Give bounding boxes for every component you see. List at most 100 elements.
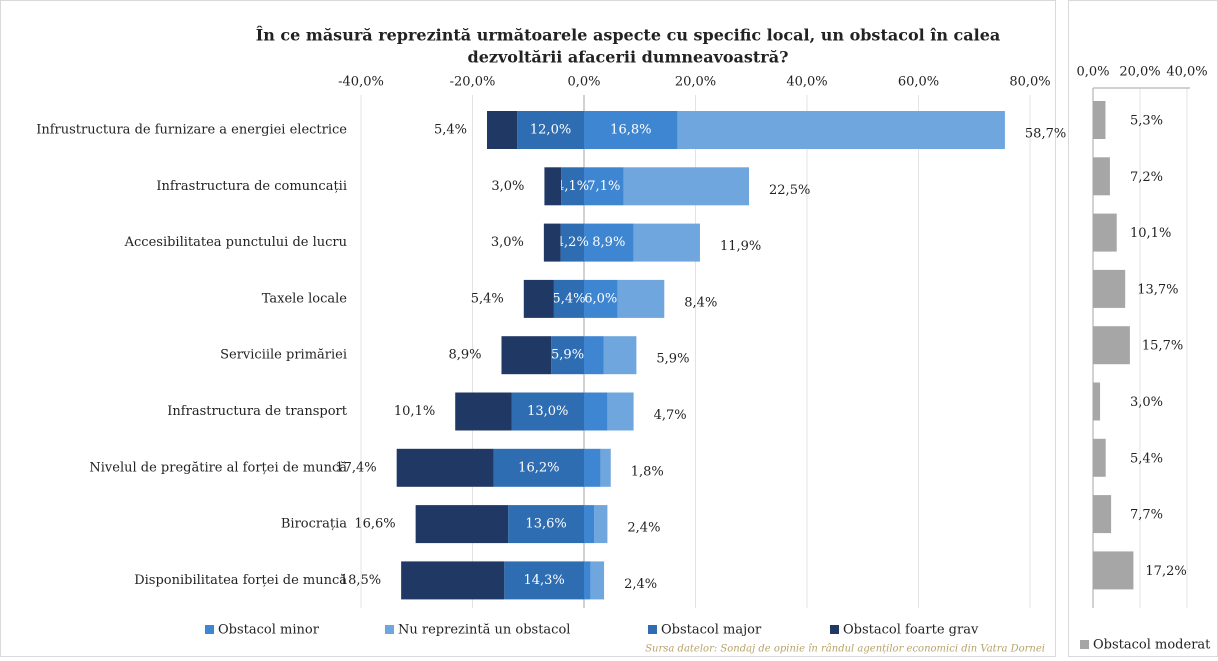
- data-label: 12,0%: [530, 123, 571, 138]
- bar: [633, 223, 700, 262]
- bar: [544, 167, 562, 206]
- data-label: 14,3%: [523, 573, 564, 588]
- bar: [543, 223, 561, 262]
- bar: [523, 279, 554, 318]
- data-label: 10,1%: [1130, 226, 1171, 241]
- data-label: 13,6%: [525, 517, 566, 532]
- bar: [584, 392, 608, 431]
- data-label: 5,9%: [551, 348, 584, 363]
- chart-title: dezvoltării afacerii dumneavoastră?: [468, 48, 789, 67]
- bar: [493, 448, 584, 487]
- data-label: 58,7%: [1025, 127, 1066, 142]
- category-label: Birocrația: [281, 517, 347, 532]
- bar: [511, 392, 584, 431]
- bar: [1093, 213, 1117, 252]
- category-label: Accesibilitatea punctului de lucru: [124, 235, 347, 250]
- category-label: Infrastructura de transport: [167, 404, 347, 419]
- bar: [607, 392, 634, 431]
- data-label: 5,4%: [552, 291, 585, 306]
- bar: [561, 167, 584, 206]
- x-tick-label: 20,0%: [675, 75, 716, 90]
- bar: [455, 392, 512, 431]
- bar: [504, 561, 584, 600]
- bar: [1093, 551, 1134, 590]
- x-tick-label: 60,0%: [898, 75, 939, 90]
- category-label: Infrastructura de comuncații: [156, 179, 347, 194]
- bar: [584, 279, 618, 318]
- x-tick-label: 80,0%: [1009, 75, 1050, 90]
- category-label: Serviciile primăriei: [220, 348, 347, 363]
- data-label: 13,0%: [527, 404, 568, 419]
- bar: [553, 279, 584, 318]
- data-label: 5,4%: [1130, 451, 1163, 466]
- x-tick-label: 0,0%: [1076, 65, 1109, 80]
- data-label: 7,2%: [1130, 170, 1163, 185]
- x-tick-label: 40,0%: [1166, 65, 1207, 80]
- bar: [1093, 269, 1126, 308]
- data-label: 4,7%: [654, 408, 687, 423]
- legend-swatch: [1080, 640, 1089, 649]
- bar: [1093, 382, 1101, 421]
- bar: [603, 336, 637, 375]
- data-label: 16,6%: [354, 517, 395, 532]
- side-frame: [1068, 0, 1218, 657]
- category-label: Disponibilitatea forței de muncă: [134, 573, 347, 588]
- bar: [623, 167, 750, 206]
- data-label: 17,4%: [335, 460, 376, 475]
- bar: [584, 448, 601, 487]
- legend-swatch: [830, 625, 839, 634]
- frame: [0, 0, 1056, 657]
- bar: [584, 336, 604, 375]
- bar: [560, 223, 584, 262]
- data-label: 3,0%: [491, 235, 524, 250]
- data-label: 3,0%: [1130, 395, 1163, 410]
- data-label: 16,2%: [518, 460, 559, 475]
- bar: [1093, 495, 1112, 534]
- data-label: 22,5%: [769, 183, 810, 198]
- data-label: 5,4%: [434, 123, 467, 138]
- bar: [584, 561, 591, 600]
- legend-swatch: [205, 625, 214, 634]
- data-label: 7,7%: [1130, 508, 1163, 523]
- category-label: Taxele locale: [262, 291, 348, 306]
- data-label: 8,4%: [684, 295, 717, 310]
- chart-title: În ce măsură reprezintă următoarele aspe…: [256, 25, 1001, 45]
- data-label: 2,4%: [624, 577, 657, 592]
- bar: [501, 336, 552, 375]
- bar: [584, 111, 678, 149]
- bar: [1093, 101, 1106, 139]
- bar: [396, 448, 494, 487]
- x-tick-label: 40,0%: [786, 75, 827, 90]
- data-label: 1,8%: [631, 464, 664, 479]
- category-label: Nivelul de pregătire al forței de muncă: [89, 460, 347, 475]
- legend-label: Obstacol moderat: [1093, 638, 1211, 653]
- bar: [508, 505, 584, 544]
- bar: [584, 223, 634, 262]
- bar: [617, 279, 665, 318]
- data-label: 3,0%: [491, 179, 524, 194]
- category-label: Infrustructura de furnizare a energiei e…: [36, 123, 347, 138]
- legend-label: Obstacol foarte grav: [843, 623, 979, 638]
- legend-swatch: [648, 625, 657, 634]
- bar: [517, 111, 584, 149]
- bar: [594, 505, 608, 544]
- legend-label: Obstacol major: [661, 623, 762, 638]
- data-label: 7,1%: [587, 179, 620, 194]
- data-label: 13,7%: [1137, 282, 1178, 297]
- data-label: 8,9%: [592, 235, 625, 250]
- data-label: 2,4%: [627, 521, 660, 536]
- data-label: 5,3%: [1130, 114, 1163, 129]
- bar: [1093, 157, 1110, 196]
- x-tick-label: 20,0%: [1119, 65, 1160, 80]
- bar: [584, 505, 595, 544]
- x-tick-label: -20,0%: [450, 75, 496, 90]
- bar: [401, 561, 505, 600]
- bar: [584, 167, 624, 206]
- legend-label: Nu reprezintă un obstacol: [398, 623, 570, 638]
- x-tick-label: -40,0%: [338, 75, 384, 90]
- data-label: 8,9%: [448, 348, 481, 363]
- data-label: 4,1%: [556, 179, 589, 194]
- data-label: 4,2%: [556, 235, 589, 250]
- bar: [1093, 326, 1130, 365]
